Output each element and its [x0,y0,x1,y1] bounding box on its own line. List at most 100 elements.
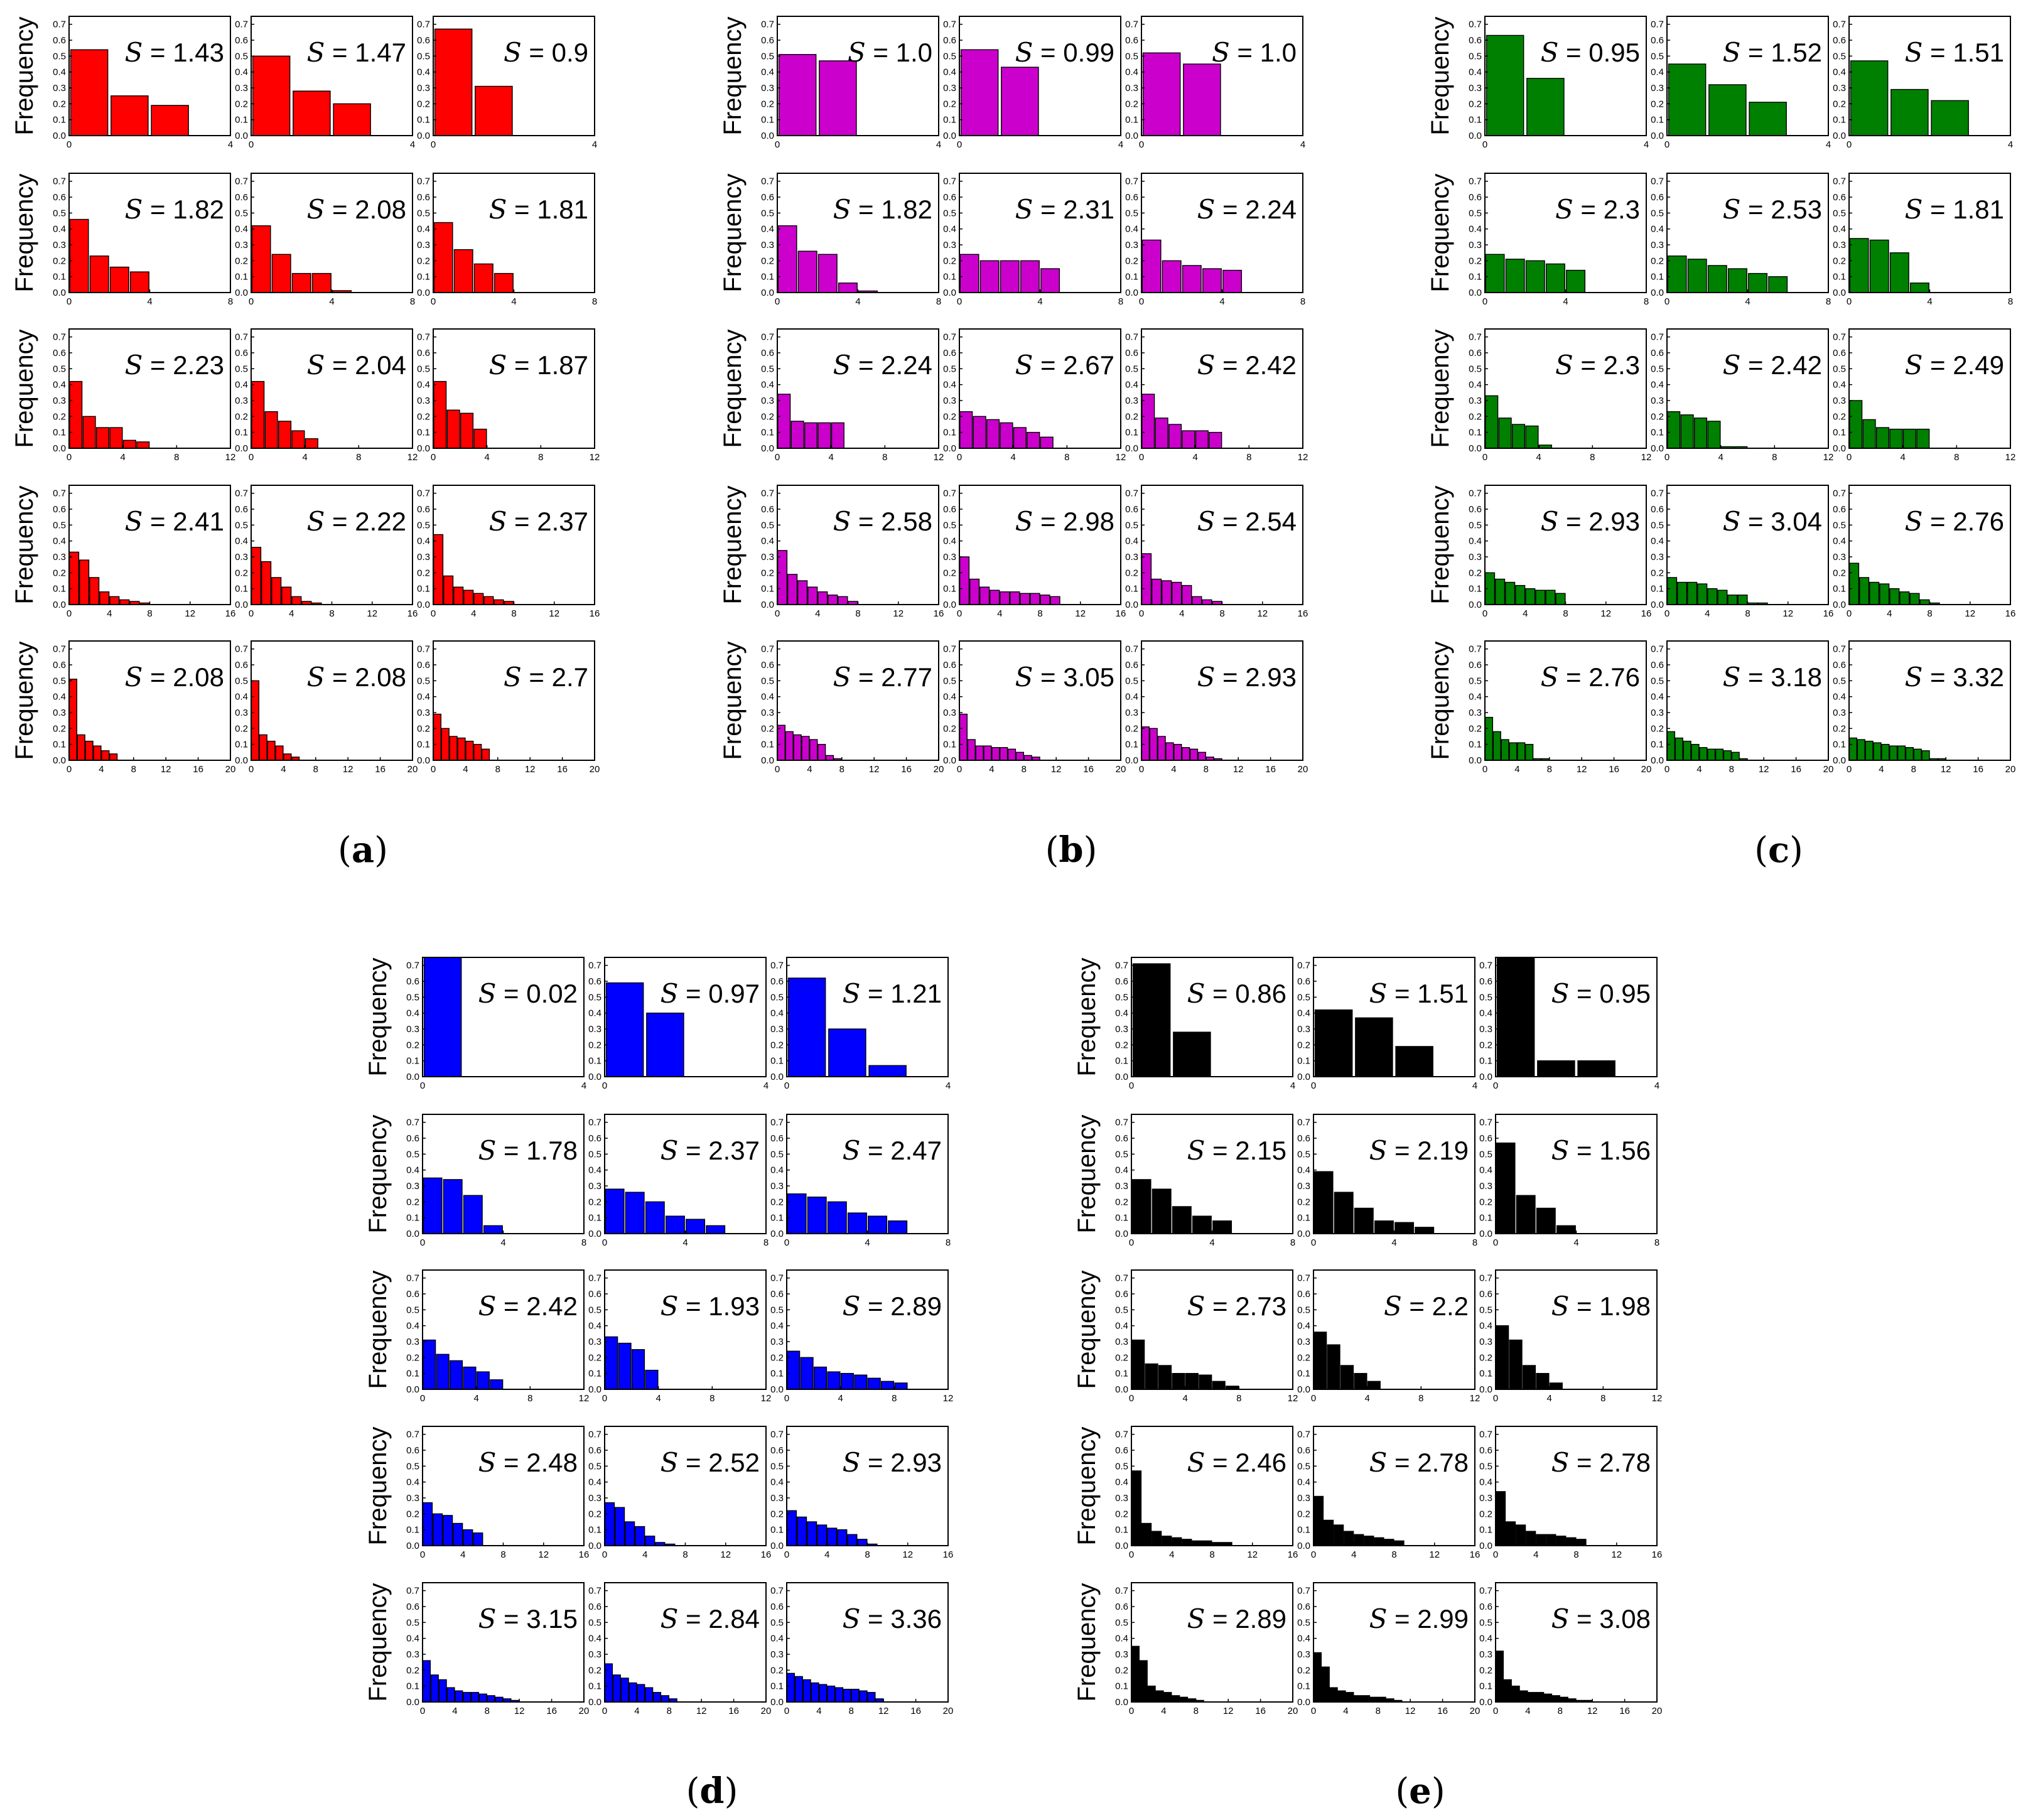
y-tick-label: 0.7 [417,19,430,30]
entropy-annotation: S = 1.82 [125,194,224,225]
plot-frame [1666,328,1829,449]
y-tick-label: 0.5 [1297,992,1310,1003]
stat-value: 2.42 [526,1291,578,1321]
x-tick-label: 4 [855,296,860,307]
stat-equals: = [851,350,881,380]
panel-label-open: ( [686,1771,700,1812]
y-axis-label: Frequency [719,17,747,136]
x-tick-label: 8 [849,1706,854,1716]
stat-equals: = [678,1136,708,1165]
x-tick-label: 12 [902,1549,913,1560]
bar [1202,1540,1212,1546]
y-tick-label: 0.2 [1651,723,1664,734]
x-tick-label: 0 [957,608,962,619]
y-tick-label: 0.1 [943,428,956,438]
x-tick-label: 20 [1470,1706,1481,1716]
panel-label-close: ) [1789,830,1803,871]
bar [1536,1534,1546,1546]
bar [1707,748,1716,761]
bar [796,1516,807,1546]
y-tick-label: 0.3 [406,1493,419,1504]
y-tick-label: 0.5 [943,363,956,374]
bar [151,105,189,136]
bar [1536,1372,1550,1390]
y-tick-label: 0.1 [1651,115,1664,126]
y-tick-label: 0.3 [1479,1493,1492,1504]
subplot: 0.00.10.20.30.40.50.60.70 4 8 12S = 2.3 [1469,328,1651,463]
x-tick-label: 0 [420,1393,425,1404]
bar [979,586,990,605]
stat-value: 2.93 [1245,662,1297,692]
bar [305,438,318,449]
y-tick-label: 0.3 [1469,396,1482,406]
stat-symbol: S [848,37,866,68]
x-tick-label: 4 [1290,1080,1295,1091]
x-tick-label: 12 [1652,1393,1663,1404]
bar [851,1689,860,1703]
stat-equals: = [1558,38,1588,67]
subplot: 0.00.10.20.30.40.50.60.70 4 8 12S = 2.24 [761,328,944,463]
y-tick-label: 0.2 [943,568,956,578]
bar [473,428,487,449]
stat-symbol: S [1723,350,1741,380]
y-tick-label: 0.3 [235,83,248,94]
y-tick-label: 0.3 [417,552,430,563]
bar [463,1692,472,1703]
y-tick-label: 0.7 [417,644,430,655]
x-tick-label: 4 [289,608,294,619]
x-tick-label: 0 [431,296,436,307]
stat-value: 2.41 [173,507,224,536]
bar [271,577,282,605]
bar [1486,35,1524,136]
y-tick-label: 0.3 [761,240,774,250]
x-tick-label: 4 [936,139,941,150]
y-tick-label: 0.5 [1651,363,1664,374]
entropy-annotation: S = 2.41 [125,506,224,537]
bar [1346,1692,1354,1703]
bar [1727,268,1747,293]
bar [1858,577,1870,605]
y-tick-label: 0.7 [235,644,248,655]
x-tick-label: 0 [1311,1549,1316,1560]
y-tick-label: 0.2 [406,1352,419,1363]
bar [1496,1142,1516,1234]
y-tick-label: 0.1 [417,584,430,595]
y-tick-label: 0.1 [235,115,248,126]
y-tick-label: 0.5 [588,1149,601,1160]
y-tick-label: 0.3 [588,1024,601,1035]
x-tick-label: 20 [2005,764,2016,775]
y-tick-label: 0.7 [406,1273,419,1284]
stat-symbol: S [1551,1291,1570,1322]
y-tick-label: 0.0 [1469,443,1482,454]
x-tick-label: 16 [590,608,600,619]
bar [1157,736,1166,761]
x-tick-label: 16 [1298,608,1308,619]
y-tick-label: 0.4 [1297,1321,1310,1332]
bar [1141,394,1155,449]
y-tick-label: 0.5 [406,992,419,1003]
plot-frame [1495,1269,1658,1390]
y-tick-label: 0.1 [417,740,430,750]
y-tick-label: 0.4 [417,224,430,235]
y-tick-label: 0.1 [1651,272,1664,283]
y-tick-label: 0.0 [761,131,774,141]
stat-value: 3.15 [526,1604,578,1634]
y-tick-label: 0.6 [1125,660,1138,670]
x-tick-label: 16 [910,1706,921,1716]
bar [1367,1381,1381,1390]
entropy-annotation: S = 0.95 [1551,978,1651,1009]
bar [1727,595,1738,605]
bar [1848,737,1858,761]
bar [828,1028,866,1077]
panel-label-letter: e [1409,1770,1432,1812]
y-tick-label: 0.4 [1297,1634,1310,1644]
bar [1869,239,1889,293]
x-tick-label: 0 [1493,1237,1498,1248]
stat-symbol: S [1015,350,1033,380]
y-tick-label: 0.6 [1833,348,1846,358]
x-tick-label: 4 [1536,452,1541,463]
y-tick-label: 0.1 [1833,584,1846,595]
y-axis-label: Frequency [11,486,38,605]
y-tick-label: 0.2 [770,1509,784,1519]
x-tick-label: 0 [1311,1237,1316,1248]
